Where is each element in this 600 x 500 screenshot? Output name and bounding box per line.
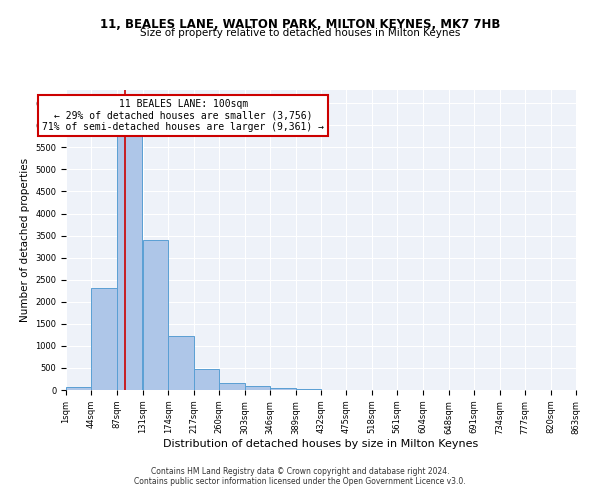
Text: Size of property relative to detached houses in Milton Keynes: Size of property relative to detached ho… [140,28,460,38]
Bar [91,288,117,390]
Bar [117,104,142,390]
Bar [296,389,321,390]
Y-axis label: Number of detached properties: Number of detached properties [20,158,29,322]
Bar [219,383,245,390]
Bar [245,386,270,390]
Text: Contains public sector information licensed under the Open Government Licence v3: Contains public sector information licen… [134,477,466,486]
Bar [169,336,194,390]
Text: 11, BEALES LANE, WALTON PARK, MILTON KEYNES, MK7 7HB: 11, BEALES LANE, WALTON PARK, MILTON KEY… [100,18,500,30]
Bar [143,240,169,390]
Bar [194,370,219,390]
Text: 11 BEALES LANE: 100sqm
← 29% of detached houses are smaller (3,756)
71% of semi-: 11 BEALES LANE: 100sqm ← 29% of detached… [43,99,325,132]
Bar [66,387,91,390]
X-axis label: Distribution of detached houses by size in Milton Keynes: Distribution of detached houses by size … [163,440,479,450]
Text: Contains HM Land Registry data © Crown copyright and database right 2024.: Contains HM Land Registry data © Crown c… [151,467,449,476]
Bar [270,388,296,390]
